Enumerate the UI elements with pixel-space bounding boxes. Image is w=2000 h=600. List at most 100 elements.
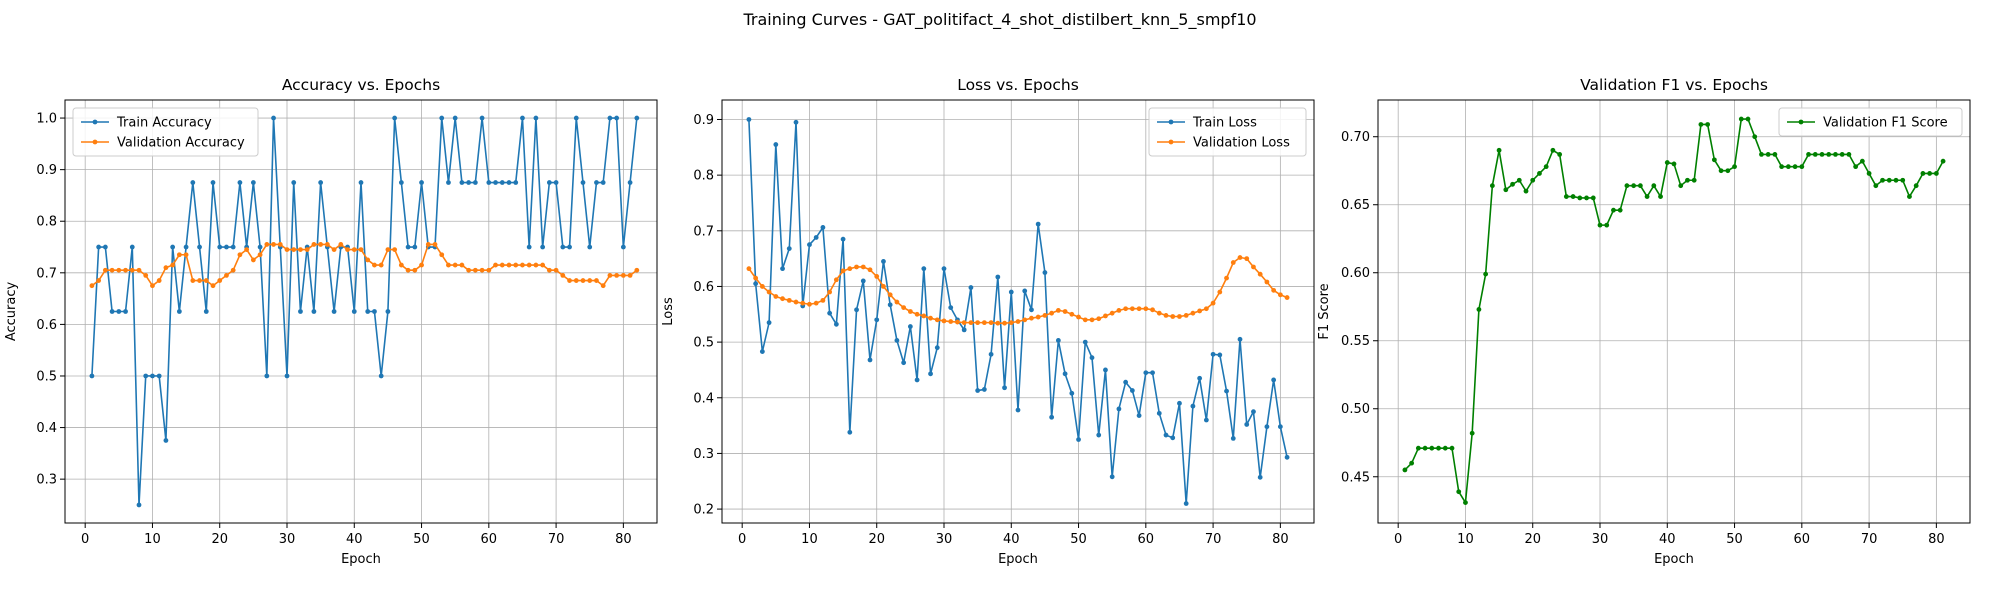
data-point [163,438,169,443]
data-point [1257,271,1263,277]
chart-title: Validation F1 vs. Epochs [1580,76,1768,94]
data-point [1577,195,1583,201]
data-point [109,309,115,314]
data-point [907,309,913,314]
data-point [1143,306,1149,312]
data-point [163,265,169,271]
data-point [860,278,866,284]
data-point [1637,183,1643,189]
data-point [89,373,95,379]
data-point [827,310,833,316]
data-point [1210,351,1216,357]
data-point [136,502,142,508]
data-point [1224,388,1229,394]
data-point [1035,314,1041,320]
data-point [1718,168,1724,174]
data-point [1516,177,1522,183]
data-point [466,180,472,185]
data-point [961,320,967,326]
data-point [123,267,128,273]
data-point [304,247,310,252]
data-point [975,388,981,393]
data-point [847,266,853,272]
data-point [1129,388,1135,393]
data-point [230,244,236,250]
chart-title: Loss vs. Epochs [957,76,1079,94]
data-point [1927,171,1933,176]
data-point [385,309,391,314]
data-point [553,180,559,185]
data-point [1136,306,1142,312]
data-point [620,244,626,250]
data-point [1089,317,1095,323]
series-line [1404,118,1944,504]
data-point [1489,183,1495,189]
data-point [1617,207,1623,213]
data-point [1203,417,1209,423]
legend-marker [1798,119,1804,125]
data-point [820,225,826,230]
data-point [143,272,149,278]
data-point [392,247,398,252]
data-point [513,180,519,185]
y-tick-label: 0.4 [36,421,57,436]
data-point [412,244,418,250]
x-tick-label: 50 [413,532,430,547]
data-point [506,262,512,268]
y-tick-label: 1.0 [36,112,57,127]
x-tick-label: 70 [1861,532,1878,547]
data-point [981,387,987,392]
data-point [546,180,552,185]
data-point [793,299,799,305]
data-point [1237,255,1243,260]
data-point [1163,312,1169,318]
data-point [1940,158,1946,164]
data-point [759,284,765,289]
data-point [331,247,337,252]
data-point [1042,312,1048,318]
data-point [284,373,290,379]
data-point [1150,307,1155,313]
data-point [1103,367,1108,373]
data-point [759,349,765,354]
data-point [298,309,303,314]
y-tick-label: 0.65 [1341,198,1370,213]
data-point [1584,195,1589,201]
data-point [439,252,445,258]
data-point [210,180,216,185]
data-point [1284,295,1290,300]
data-point [1732,164,1737,170]
data-point [257,252,263,258]
data-point [102,267,108,273]
data-point [780,266,785,272]
data-point [1197,308,1203,314]
data-point [854,264,859,270]
data-point [1678,183,1684,189]
data-point [1123,379,1129,385]
data-point [540,262,546,268]
data-point [1008,289,1014,295]
data-point [398,262,404,268]
data-point [190,278,196,283]
data-point [143,373,149,379]
data-point [820,297,826,303]
data-point [1049,310,1055,316]
data-point [499,262,505,268]
data-point [813,300,819,306]
data-point [634,115,640,121]
data-point [176,309,182,314]
data-point [1752,134,1758,140]
data-point [1217,289,1223,295]
data-point [614,115,620,121]
data-point [1062,371,1068,377]
x-axis-label: Epoch [1654,552,1694,567]
data-point [1237,336,1243,342]
data-point [580,180,586,185]
data-point [479,267,485,273]
data-point [607,272,613,278]
data-point [291,180,297,185]
data-point [96,244,102,250]
data-point [1846,152,1852,157]
data-point [881,259,886,264]
data-point [1570,194,1576,199]
